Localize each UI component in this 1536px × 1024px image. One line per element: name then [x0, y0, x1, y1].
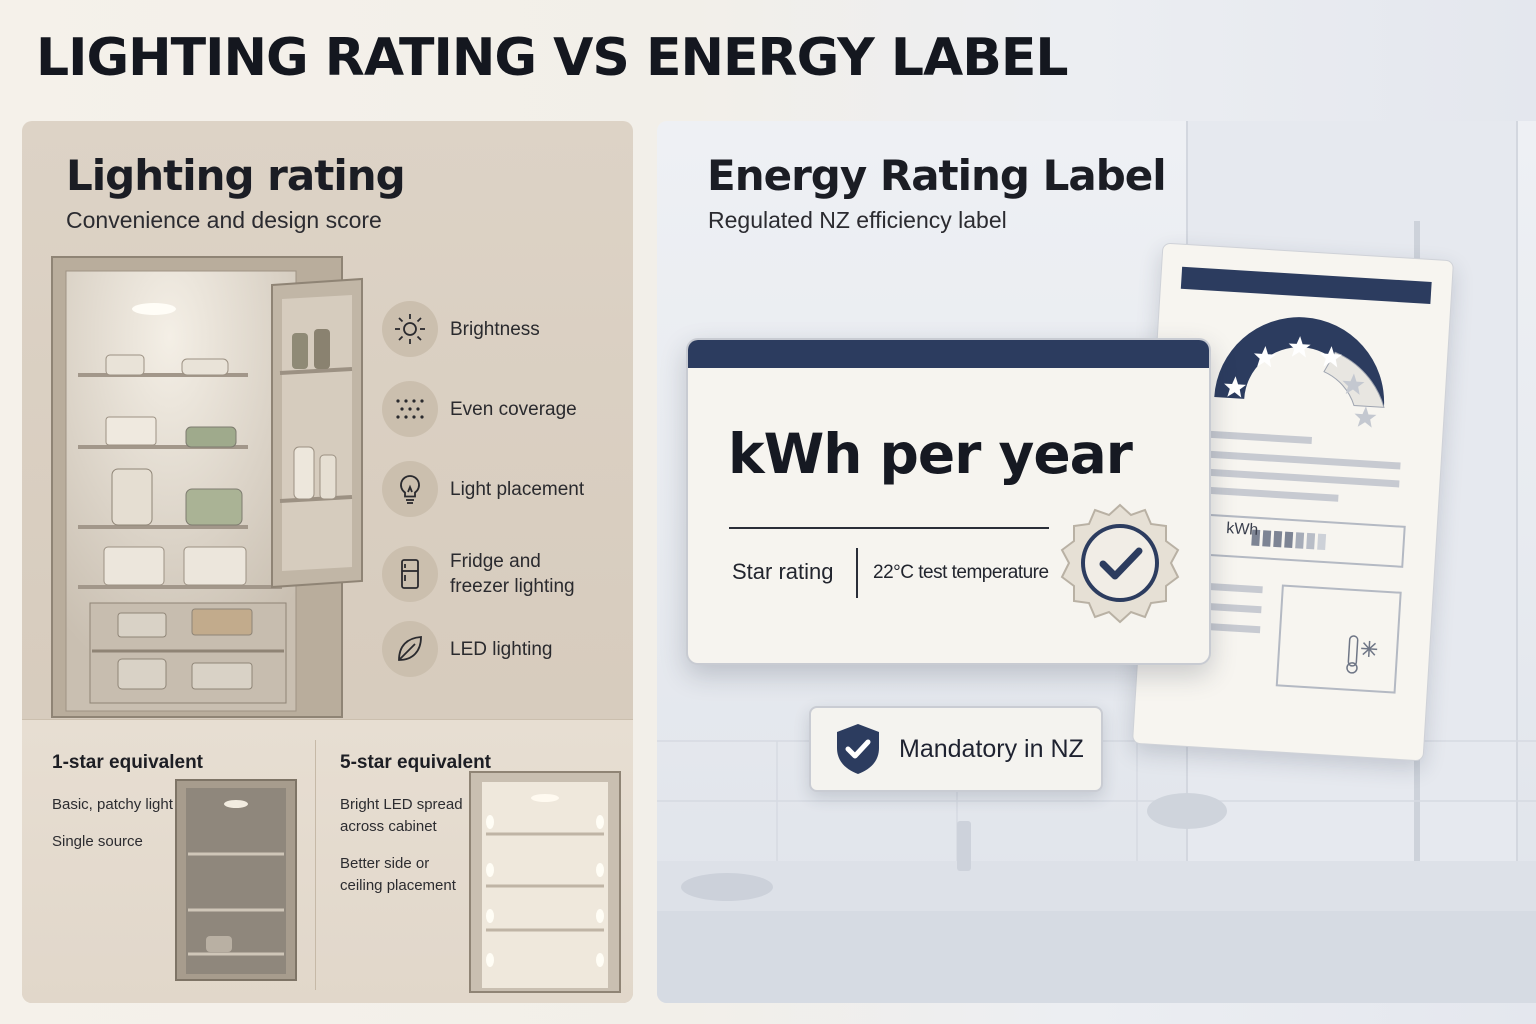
test-temperature-text: 22°C test temperature	[873, 562, 1049, 583]
feature-fridge-freezer-lighting: Fridge and freezer lighting	[382, 537, 575, 611]
five-star-line: Better side or ceiling placement	[340, 855, 456, 894]
one-star-fridge-illustration	[175, 779, 297, 981]
feature-brightness: Brightness	[382, 297, 540, 361]
feature-led-lighting: LED lighting	[382, 617, 552, 681]
energy-label-document-graphic	[1180, 266, 1432, 694]
shield-check-icon	[837, 724, 879, 774]
lighting-rating-heading: Lighting rating	[66, 151, 406, 200]
lightbulb-icon	[382, 461, 438, 517]
energy-label-document: kWh	[1131, 242, 1455, 762]
dots-icon	[382, 381, 438, 437]
lighting-rating-panel: Lighting rating Convenience and design s…	[22, 121, 633, 1003]
feature-even-coverage: Even coverage	[382, 377, 577, 441]
compare-divider	[315, 740, 316, 990]
energy-label-subheading: Regulated NZ efficiency label	[708, 207, 1007, 233]
label-vertical-divider	[856, 548, 858, 598]
label-header-bar	[688, 340, 1209, 368]
energy-label-heading: Energy Rating Label	[707, 151, 1167, 200]
lighting-rating-subheading: Convenience and design score	[66, 207, 382, 233]
label-kwh-text: kWh	[1225, 519, 1259, 539]
star-rating-text: Star rating	[732, 559, 834, 584]
one-star-line: Basic, patchy light	[52, 796, 173, 813]
energy-rating-panel: Energy Rating Label Regulated NZ efficie…	[657, 121, 1536, 1003]
sun-icon	[382, 301, 438, 357]
five-star-line: Bright LED spread across cabinet	[340, 796, 463, 835]
one-star-line: Single source	[52, 833, 143, 850]
feature-light-placement: Light placement	[382, 457, 584, 521]
mandatory-text: Mandatory in NZ	[899, 734, 1084, 763]
checkmark-seal-icon	[1060, 503, 1180, 624]
feature-label: LED lighting	[450, 638, 553, 660]
feature-label: Fridge and freezer lighting	[450, 551, 575, 597]
five-star-fridge-illustration	[469, 771, 621, 993]
feature-label: Brightness	[450, 318, 540, 340]
fridge-icon	[382, 546, 438, 602]
label-divider	[729, 527, 1049, 529]
page-title: LIGHTING RATING VS ENERGY LABEL	[36, 28, 1069, 88]
feature-label: Even coverage	[450, 398, 577, 420]
five-star-heading: 5-star equivalent	[340, 752, 491, 773]
kwh-per-year-text: kWh per year	[728, 422, 1133, 486]
open-fridge-illustration	[51, 256, 363, 718]
mandatory-badge: Mandatory in NZ	[809, 706, 1103, 792]
leaf-icon	[382, 621, 438, 677]
star-comparison: 1-star equivalent Basic, patchy light Si…	[22, 719, 633, 1003]
one-star-heading: 1-star equivalent	[52, 752, 203, 773]
feature-label: Light placement	[450, 478, 585, 500]
